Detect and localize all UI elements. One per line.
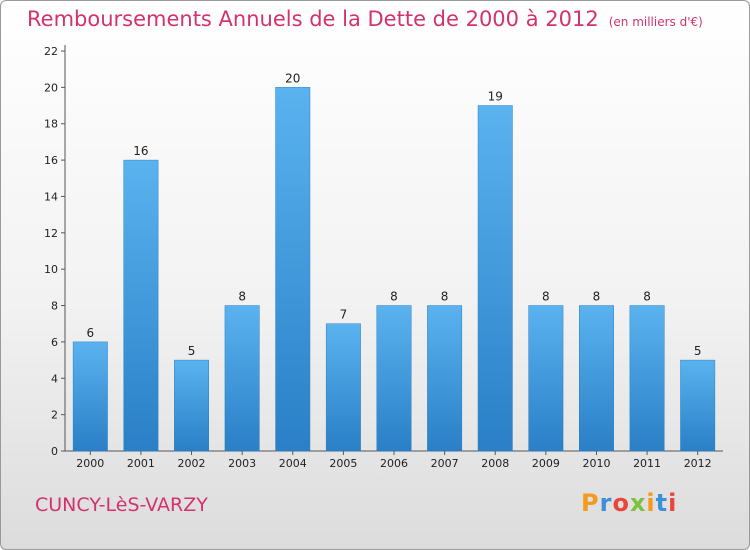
logo-letter: o (612, 489, 630, 517)
x-tick-label-2002: 2002 (178, 457, 206, 470)
data-label-2008: 19 (488, 90, 503, 104)
data-label-2011: 8 (643, 290, 651, 304)
x-tick-label-2012: 2012 (684, 457, 712, 470)
chart-subtitle: (en milliers d'€) (608, 15, 703, 29)
y-tick-label: 14 (44, 190, 58, 203)
y-tick-label: 2 (51, 409, 58, 422)
logo-letter: t (655, 489, 669, 517)
bar-2012 (680, 359, 716, 452)
data-label-2005: 7 (340, 308, 348, 322)
x-tick-label-2009: 2009 (532, 457, 560, 470)
y-tick-label: 0 (51, 445, 58, 458)
chart-title: Remboursements Annuels de la Dette de 20… (27, 7, 703, 31)
logo-letter: i (668, 489, 678, 517)
bar-2010 (579, 305, 614, 452)
x-tick-label-2003: 2003 (228, 457, 256, 470)
x-tick-label-2011: 2011 (633, 457, 661, 470)
bar-2007 (427, 305, 463, 452)
data-labels: 6 16 5 8 20 7 8 8 19 8 8 8 5 (86, 71, 701, 358)
proxiti-logo: Proxiti (581, 489, 677, 517)
data-label-2007: 8 (441, 290, 449, 304)
data-label-2000: 6 (86, 326, 94, 340)
bar-2003 (224, 305, 260, 452)
x-tick-label-2007: 2007 (431, 457, 459, 470)
x-tick-label-2010: 2010 (582, 457, 610, 470)
y-tick-label: 16 (44, 154, 58, 167)
x-tick-label-2004: 2004 (279, 457, 307, 470)
y-tick-label: 6 (51, 336, 58, 349)
data-label-2001: 16 (133, 144, 148, 158)
y-tick-label: 10 (44, 263, 58, 276)
bar-2011 (629, 305, 665, 452)
x-tick-label-2006: 2006 (380, 457, 408, 470)
logo-letter: r (599, 489, 613, 517)
bar-2005 (325, 323, 361, 452)
data-label-2006: 8 (390, 290, 398, 304)
data-label-2009: 8 (542, 290, 550, 304)
x-tick-label-2005: 2005 (329, 457, 357, 470)
y-tick-label: 20 (44, 81, 58, 94)
bar-2004 (275, 87, 311, 452)
y-tick-label: 8 (51, 300, 58, 313)
x-tick-labels: 2000 2001 2002 2003 2004 2005 2006 2007 2008 2009… (76, 451, 712, 470)
x-tick-label-2000: 2000 (76, 457, 104, 470)
bar-2000 (72, 341, 108, 452)
logo-letter: i (646, 489, 656, 517)
logo-letter: x (629, 489, 647, 517)
bar-2008 (477, 105, 513, 452)
bar-2001 (123, 159, 159, 452)
data-label-2003: 8 (238, 290, 246, 304)
x-tick-label-2001: 2001 (127, 457, 155, 470)
data-label-2010: 8 (593, 290, 601, 304)
y-tick-labels: 0 2 4 6 8 10 12 14 16 18 20 22 (44, 45, 65, 458)
data-label-2002: 5 (188, 344, 196, 358)
data-label-2004: 20 (285, 71, 300, 85)
bar-2002 (174, 359, 209, 452)
commune-name: CUNCY-LèS-VARZY (35, 494, 208, 516)
y-tick-label: 18 (44, 118, 58, 131)
title-text: Remboursements Annuels de la Dette de 20… (27, 7, 599, 31)
bar-2009 (528, 305, 564, 452)
x-tick-label-2008: 2008 (481, 457, 509, 470)
y-tick-label: 22 (44, 45, 58, 58)
y-tick-label: 4 (51, 372, 58, 385)
y-tick-label: 12 (44, 227, 58, 240)
bar-2006 (376, 305, 412, 452)
data-label-2012: 5 (694, 344, 702, 358)
bars (72, 87, 716, 452)
logo-letter: P (581, 489, 600, 517)
